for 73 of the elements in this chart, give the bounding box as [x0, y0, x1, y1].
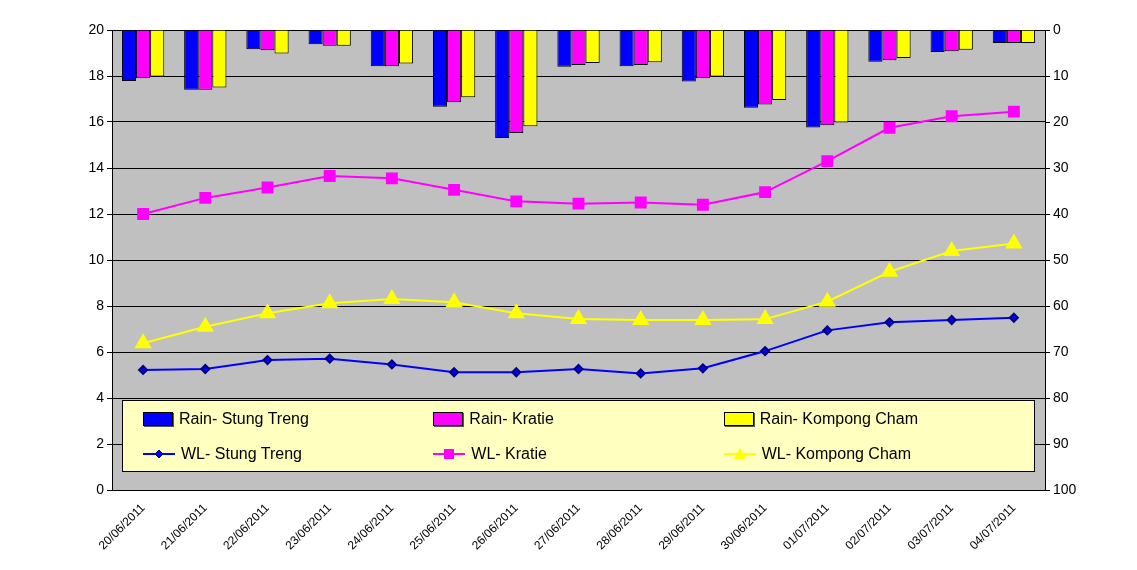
point	[138, 364, 149, 375]
point	[1007, 105, 1020, 118]
point	[446, 293, 463, 308]
point	[573, 364, 584, 375]
point	[696, 198, 709, 211]
y-tick-label: 4	[96, 388, 105, 405]
y-tick-label: 14	[88, 158, 105, 175]
legend-label: WL- Kompong Cham	[761, 444, 912, 463]
point	[262, 355, 273, 366]
point	[259, 304, 276, 319]
point	[694, 311, 711, 326]
y2-tick-label: 50	[1053, 250, 1069, 267]
y2-tick-label: 20	[1053, 112, 1069, 129]
y-tick-label: 8	[96, 296, 105, 313]
point	[757, 310, 774, 325]
point	[321, 294, 338, 309]
y-tick-label: 0	[96, 480, 105, 497]
point	[572, 197, 585, 210]
y-tick-label: 16	[88, 112, 105, 129]
point	[386, 359, 397, 370]
y-tick-label: 18	[88, 66, 105, 83]
point	[822, 325, 833, 336]
point	[1008, 312, 1019, 323]
point	[943, 242, 960, 257]
y2-tick-label: 70	[1053, 342, 1069, 359]
y2-tick-label: 90	[1053, 434, 1069, 451]
point	[697, 363, 708, 374]
point	[821, 155, 834, 168]
point	[883, 121, 896, 134]
point	[135, 334, 152, 349]
point	[200, 364, 211, 375]
point	[1005, 234, 1022, 249]
point	[945, 110, 958, 123]
y-tick-label: 12	[88, 204, 105, 221]
legend-label: Rain- Kompong Cham	[759, 409, 918, 428]
y2-tick-label: 60	[1053, 296, 1069, 313]
y-tick-label: 6	[96, 342, 105, 359]
y2-tick-label: 10	[1053, 66, 1069, 83]
point	[635, 368, 646, 379]
point	[137, 208, 150, 220]
point	[881, 262, 898, 277]
point	[448, 183, 461, 196]
legend-label: WL- Kratie	[471, 444, 547, 463]
point	[508, 304, 525, 319]
point	[760, 346, 771, 357]
y2-tick-label: 40	[1053, 204, 1069, 221]
point	[199, 191, 212, 204]
point	[759, 186, 772, 199]
y2-tick-label: 80	[1053, 388, 1069, 405]
point	[197, 317, 214, 332]
point	[385, 172, 398, 185]
point	[510, 195, 523, 208]
legend-label: WL- Stung Treng	[181, 444, 302, 463]
point	[570, 310, 587, 325]
point	[323, 170, 336, 182]
point	[819, 292, 836, 307]
point	[511, 367, 522, 378]
y2-tick-label: 30	[1053, 158, 1069, 175]
legend-label: Rain- Stung Treng	[179, 409, 309, 428]
y-tick-label: 10	[88, 250, 105, 267]
point	[449, 367, 460, 378]
y-tick-label: 20	[88, 20, 105, 37]
point	[383, 290, 400, 305]
point	[884, 317, 895, 328]
point	[634, 196, 647, 209]
y-tick-label: 2	[96, 434, 105, 451]
point	[324, 353, 335, 364]
point	[261, 181, 274, 194]
y2-tick-label: 0	[1053, 20, 1061, 37]
point	[632, 311, 649, 326]
y2-tick-label: 100	[1053, 480, 1077, 497]
point	[946, 315, 957, 326]
legend-label: Rain- Kratie	[469, 409, 554, 428]
